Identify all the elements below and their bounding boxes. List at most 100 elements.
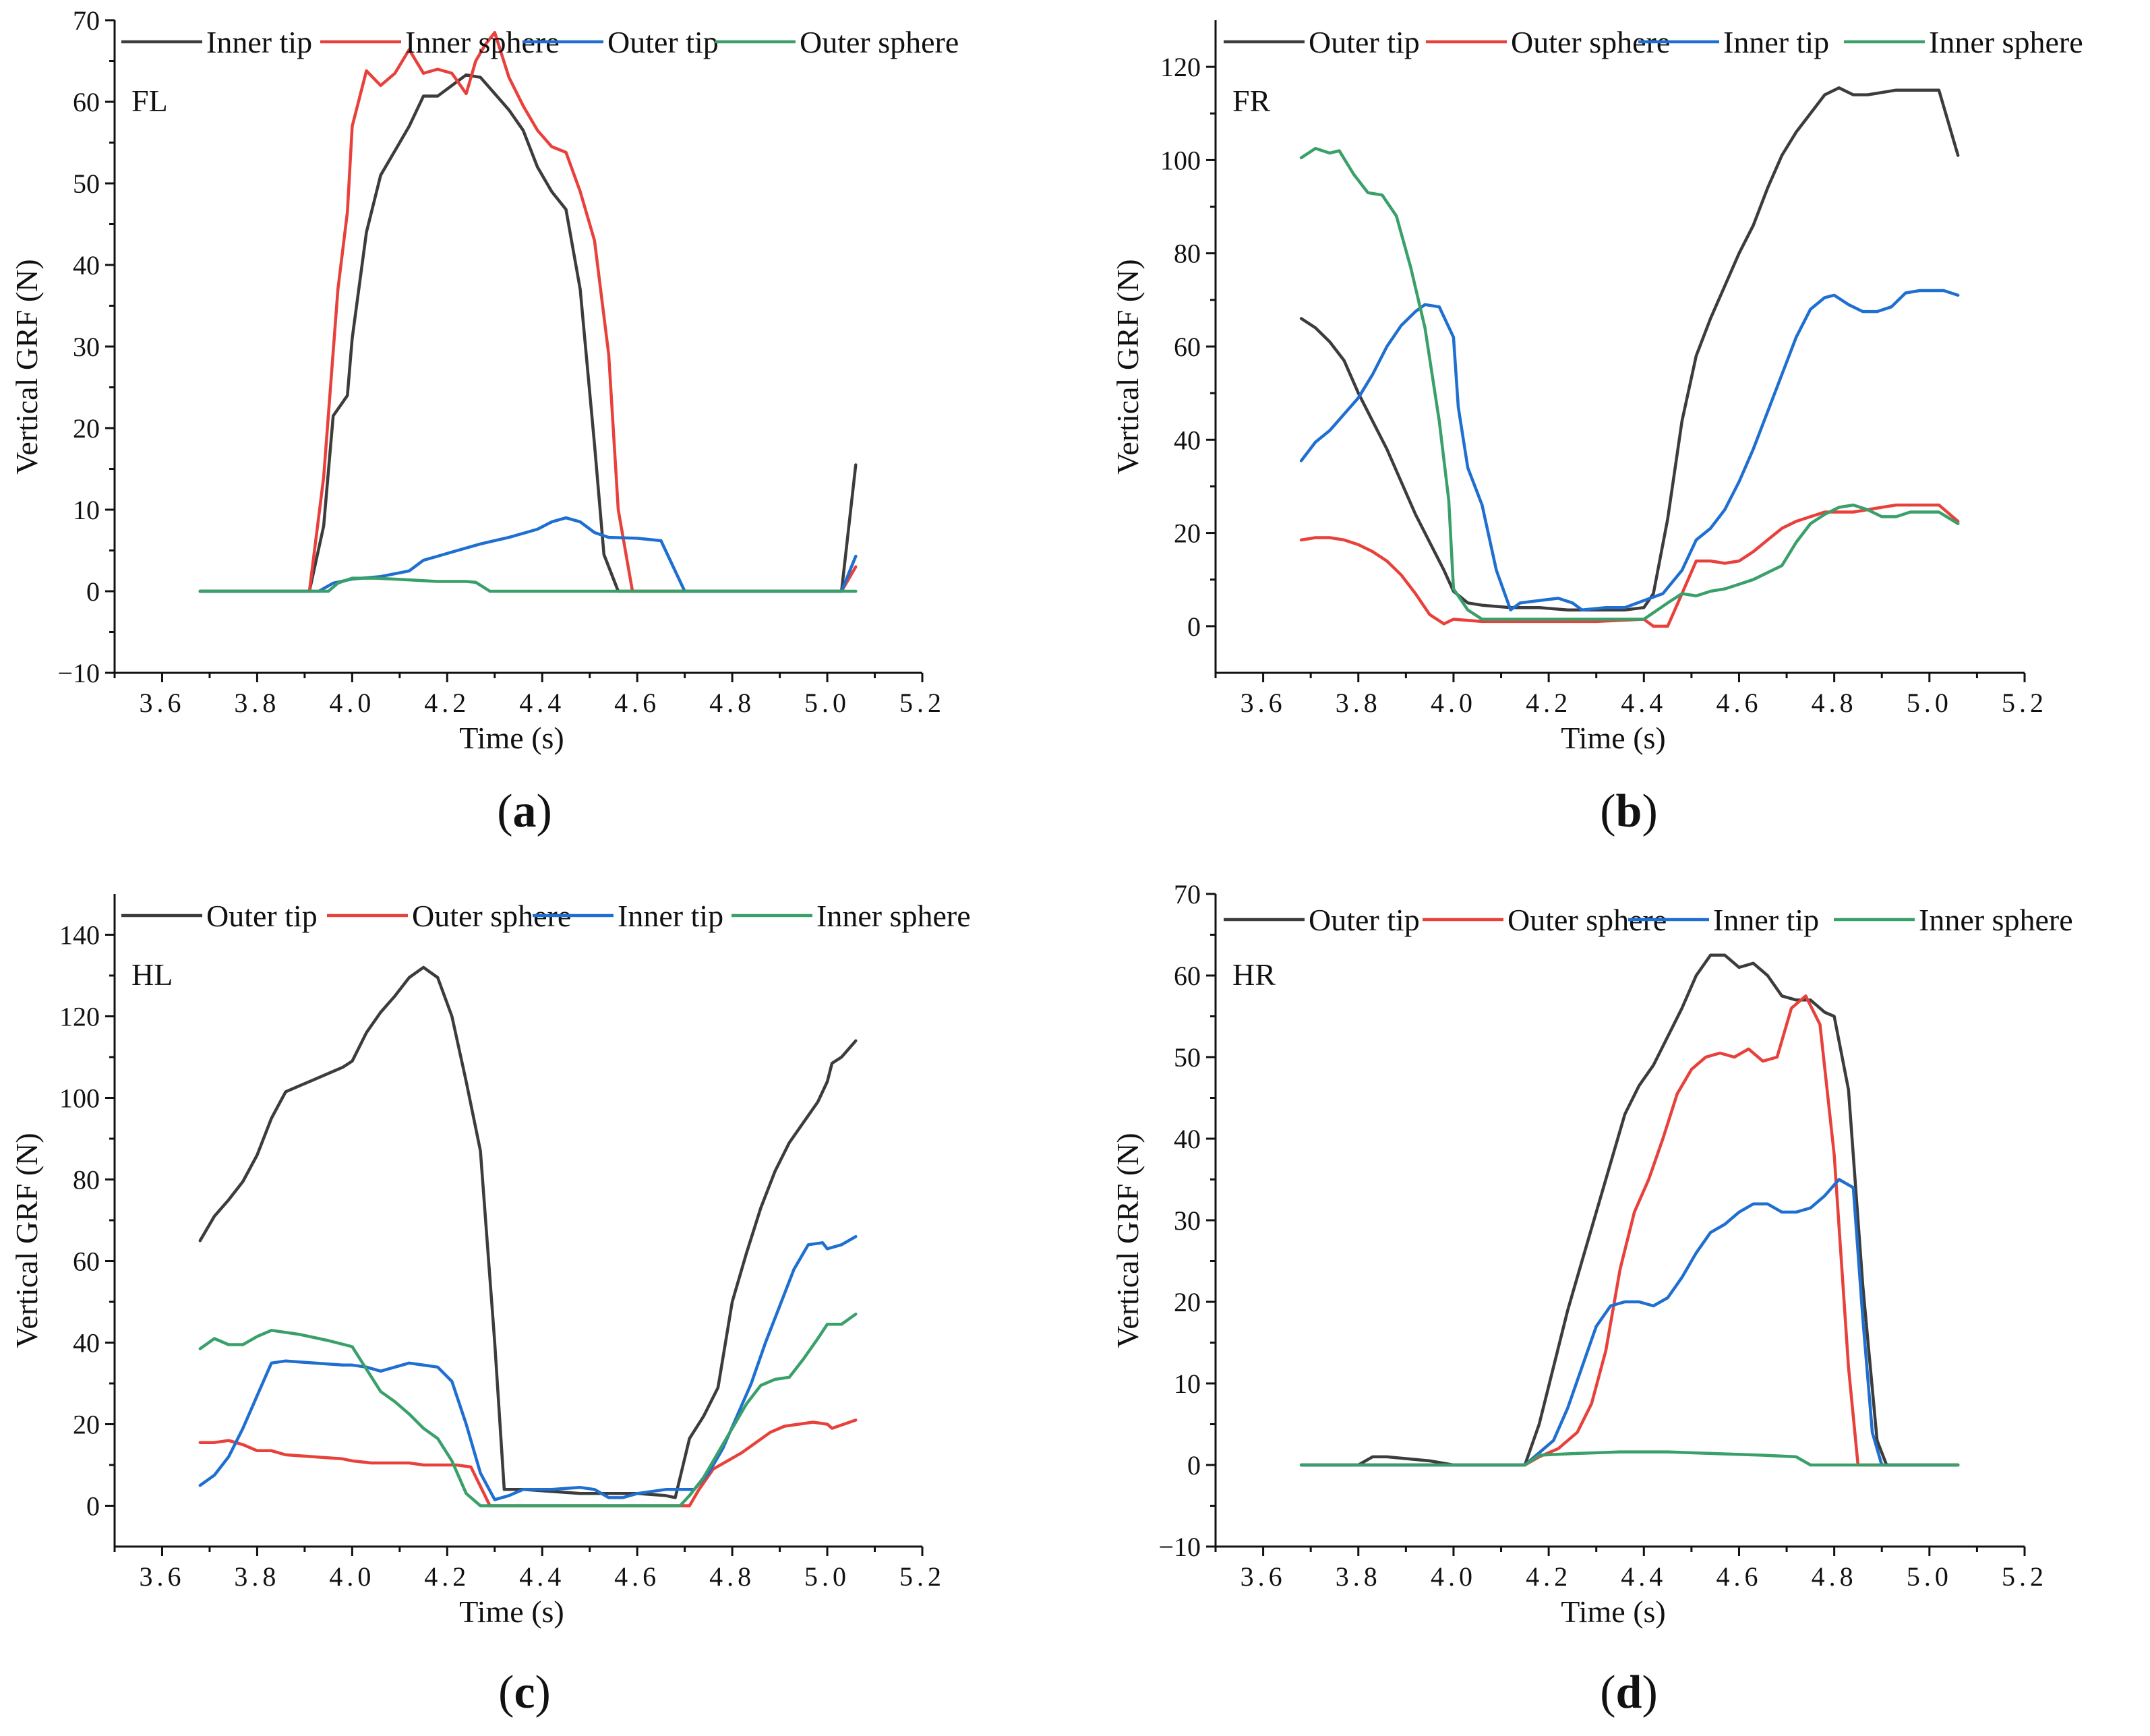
x-axis-title: Time (s) [459, 1594, 564, 1629]
y-tick-label: 40 [73, 250, 100, 280]
y-tick-label: 20 [1174, 1287, 1201, 1317]
series-line-inner-sphere [198, 30, 858, 593]
x-tick-label: 4.0 [1431, 1561, 1476, 1592]
panel-label: HR [1232, 957, 1276, 992]
y-tick-label: 80 [73, 1165, 100, 1195]
panel-fr: 0 20 40 60 80 100 120 3.6 3.8 4.0 4.2 4.4 4.6 4.8 5.0 5… [1110, 20, 2083, 755]
subfigure-label-b-letter: b [1616, 785, 1642, 837]
subfigure-label-c-open: ( [498, 1667, 514, 1718]
series-line-outer-sphere [1299, 994, 1960, 1467]
series-line-outer-tip [198, 965, 858, 1499]
series-line-outer-sphere [198, 1418, 858, 1507]
x-tick-label: 5.2 [899, 688, 945, 718]
legend-label: Inner sphere [1929, 25, 2083, 59]
legend-label: Inner sphere [1919, 903, 2073, 937]
subfigure-label-b: (b) [1600, 785, 1658, 837]
x-tick-label: 5.0 [1907, 688, 1952, 718]
y-tick-label: 120 [1160, 52, 1201, 82]
x-tick-label: 4.6 [614, 1561, 660, 1592]
legend-label: Inner tip [1723, 25, 1829, 59]
x-tick-label: 4.6 [614, 688, 660, 718]
y-tick-label: 60 [73, 1247, 100, 1277]
series-line-inner-sphere [198, 1312, 858, 1507]
legend-label: Inner tip [618, 899, 723, 933]
subfigure-label-b-close: ) [1642, 785, 1657, 837]
y-axis-title: Vertical GRF (N) [1110, 1133, 1145, 1348]
y-tick-label: 50 [73, 169, 100, 199]
legend-label: Inner sphere [816, 899, 971, 933]
panel-label: FL [131, 84, 168, 118]
series-line-inner-tip [198, 73, 858, 593]
y-tick-label: 20 [73, 413, 100, 444]
y-tick-label: 30 [73, 332, 100, 362]
x-tick-label: 4.4 [1621, 1561, 1667, 1592]
legend-label: Inner tip [206, 25, 312, 59]
y-tick-label: 0 [86, 576, 100, 607]
x-tick-label: 5.0 [1907, 1561, 1952, 1592]
y-tick-label: 20 [1174, 518, 1201, 549]
y-tick-label: 10 [73, 495, 100, 525]
series-line-inner-sphere [1299, 1450, 1960, 1467]
x-tick-label: 5.2 [899, 1561, 945, 1592]
x-tick-label: 4.4 [1621, 688, 1667, 718]
legend-label: Outer tip [1309, 903, 1420, 937]
legend-label: Outer tip [1309, 25, 1420, 59]
subfigure-label-d-close: ) [1642, 1667, 1657, 1718]
x-axis-title: Time (s) [1561, 721, 1666, 755]
y-tick-label: 40 [73, 1328, 100, 1358]
y-tick-label: 40 [1174, 425, 1201, 455]
x-tick-label: 4.2 [424, 688, 470, 718]
x-tick-label: 3.6 [139, 1561, 185, 1592]
series-line-inner-tip [1299, 289, 1960, 611]
x-tick-label: 3.6 [1241, 688, 1286, 718]
legend-label: Outer sphere [800, 25, 959, 59]
x-axis-title: Time (s) [1561, 1594, 1666, 1629]
y-tick-label: 80 [1174, 239, 1201, 269]
panel-fl: −10 0 10 20 30 40 50 60 70 3.6 3.8 4.0 4.2 4.4 4.6 4.8 5… [9, 5, 959, 755]
series-line-outer-tip [1299, 86, 1960, 611]
x-tick-label: 4.0 [329, 1561, 375, 1592]
y-tick-label: 50 [1174, 1042, 1201, 1073]
x-tick-label: 5.0 [804, 688, 850, 718]
y-tick-label: 20 [73, 1410, 100, 1440]
series-line-outer-sphere [198, 576, 858, 593]
y-tick-label: 120 [59, 1002, 100, 1032]
panel-hr: −10 0 10 20 30 40 50 60 70 3.6 3.8 4.0 4.2 4.4 4.6 4.8 5… [1110, 879, 2073, 1629]
subfigure-label-a: (a) [497, 785, 552, 837]
x-tick-label: 3.8 [234, 1561, 280, 1592]
x-tick-label: 4.4 [519, 688, 565, 718]
subfigure-label-d: (d) [1600, 1667, 1658, 1718]
y-tick-label: 60 [73, 87, 100, 117]
x-tick-label: 5.0 [804, 1561, 850, 1592]
x-tick-label: 4.2 [1526, 688, 1572, 718]
y-tick-label: 70 [73, 5, 100, 36]
y-tick-label: 140 [59, 920, 100, 951]
y-tick-label: −10 [57, 658, 100, 688]
series-line-inner-tip [198, 1234, 858, 1501]
x-tick-label: 3.6 [1241, 1561, 1286, 1592]
x-tick-label: 3.8 [1336, 688, 1381, 718]
subfigure-label-a-open: ( [497, 785, 512, 837]
series-line-outer-tip [198, 516, 858, 593]
x-tick-label: 4.2 [424, 1561, 470, 1592]
y-axis-title: Vertical GRF (N) [1110, 259, 1145, 474]
y-tick-label: 0 [86, 1491, 100, 1522]
y-tick-label: 60 [1174, 961, 1201, 991]
series-line-outer-tip [1299, 953, 1960, 1467]
panel-hl: 0 20 40 60 80 100 120 140 3.6 3.8 4.0 4.2 4.4 4.6 4.8 5… [9, 894, 971, 1629]
y-tick-label: 100 [1160, 145, 1201, 175]
x-tick-label: 3.8 [1336, 1561, 1381, 1592]
panel-label: FR [1232, 84, 1271, 118]
subfigure-label-c-close: ) [535, 1667, 551, 1718]
y-tick-label: 0 [1187, 1450, 1201, 1480]
subfigure-label-d-open: ( [1600, 1667, 1615, 1718]
subfigure-label-a-letter: a [513, 785, 537, 837]
y-axis-title: Vertical GRF (N) [9, 1133, 44, 1348]
y-tick-label: −10 [1158, 1532, 1201, 1562]
y-tick-label: 100 [59, 1083, 100, 1114]
y-axis-title: Vertical GRF (N) [9, 259, 44, 474]
subfigure-label-c: (c) [498, 1667, 551, 1718]
series-line-inner-sphere [1299, 146, 1960, 621]
x-tick-label: 4.4 [519, 1561, 565, 1592]
